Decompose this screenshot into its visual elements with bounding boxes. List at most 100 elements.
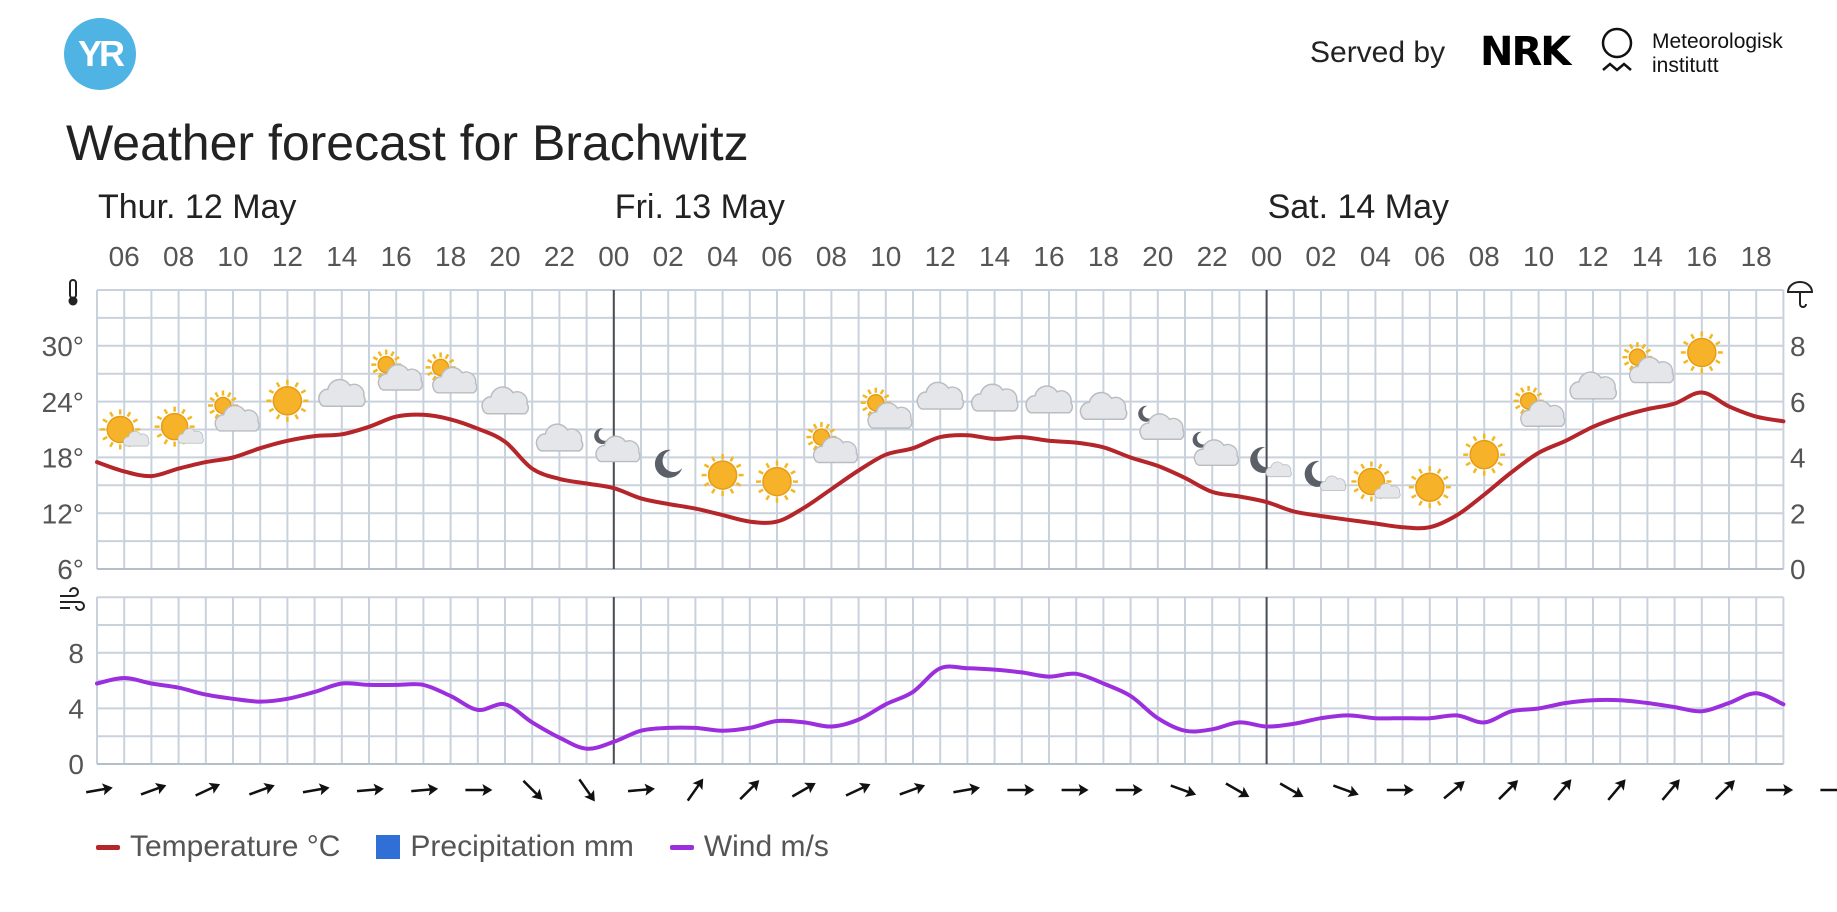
sun-ray (807, 428, 814, 434)
wind-direction-arrow (1061, 784, 1089, 796)
hour-tick-label: 04 (707, 241, 738, 272)
sun-disc (1687, 337, 1717, 368)
sun-ray (1410, 494, 1417, 499)
moon-with-small-cloud-icon (1250, 446, 1292, 478)
sun-ray (186, 415, 193, 421)
sun-ray (1436, 468, 1442, 474)
cloud-shape (535, 423, 584, 452)
legend-wind-swatch (669, 844, 694, 850)
met-institutt-logo-icon[interactable] (1600, 26, 1634, 80)
day-label: Sat. 14 May (1268, 188, 1449, 226)
sun-ray (377, 372, 383, 379)
moon-with-small-cloud-icon (1304, 460, 1347, 492)
arrow-head (1403, 784, 1414, 796)
cloud-shape (1139, 413, 1185, 440)
wind-direction-arrow (1661, 779, 1680, 801)
legend-precipitation-swatch (376, 835, 401, 859)
sun-ray (1497, 461, 1504, 467)
sun-with-small-cloud-icon (1351, 461, 1401, 502)
partly-cloudy-day-icon (208, 390, 260, 432)
arrow-head (969, 783, 980, 796)
hour-tick-label: 08 (163, 241, 194, 272)
thermometer-stem (69, 279, 77, 299)
arrow-head (1347, 785, 1359, 798)
sun-ray (1682, 340, 1689, 346)
cloud-shape (1265, 461, 1292, 478)
cloud-body (535, 423, 584, 452)
moon-crescent (1250, 446, 1276, 473)
sun-ray (1514, 404, 1521, 410)
wind-direction-arrow (1766, 784, 1794, 796)
sun-ray (1410, 475, 1417, 481)
legend-wind[interactable]: Wind m/s (669, 830, 829, 864)
nrk-logo[interactable]: NRK (1480, 29, 1571, 75)
arrow-head (1078, 784, 1089, 796)
partly-cloudy-day-icon (1513, 385, 1566, 427)
umbrella-handle (1799, 292, 1807, 308)
sun-ray (209, 409, 215, 415)
hour-tick-label: 06 (1414, 241, 1445, 272)
cloud-icon (1079, 391, 1128, 421)
cloud-shape (1079, 391, 1128, 421)
sun-ray (829, 428, 836, 434)
hour-tick-label: 20 (1142, 241, 1173, 272)
wind-direction-arrow (1279, 782, 1304, 798)
cloud-icon (318, 378, 366, 408)
temperature-tick-label: 18° (42, 443, 84, 474)
sun-ray (1532, 387, 1538, 393)
cloud-shape (970, 383, 1019, 412)
arrow-head (1132, 784, 1143, 796)
sun-ray (812, 445, 818, 451)
legend-wind-label: Wind m/s (703, 830, 829, 863)
sun-ray (1690, 333, 1695, 340)
sun-ray (432, 375, 437, 382)
cloud-shape (1025, 385, 1074, 414)
yr-logo[interactable]: YR (64, 18, 136, 90)
hour-tick-label: 18 (1088, 241, 1119, 272)
hour-tick-label: 12 (272, 241, 303, 272)
sun-ray (1465, 461, 1471, 467)
partly-cloudy-day-icon (425, 352, 478, 394)
legend-temperature[interactable]: Temperature °C (96, 830, 340, 864)
cloud-shape (177, 428, 204, 444)
header: YR Served by NRK Meteorologisk institutt (0, 0, 1837, 110)
legend-precipitation[interactable]: Precipitation mm (376, 830, 634, 864)
umbrella-canopy (1786, 281, 1814, 293)
sun-ray (1715, 340, 1721, 346)
cloud-shape (1374, 483, 1401, 499)
arrow-head (913, 782, 926, 795)
met-name-line-2: institutt (1652, 54, 1719, 77)
sun-ray (1418, 500, 1423, 506)
sun-ray (214, 391, 220, 398)
sun-ray (1353, 487, 1360, 493)
wind-direction-arrow (578, 778, 595, 802)
cloud-body (812, 436, 859, 464)
arrow-head (1291, 786, 1304, 798)
sun-ray (765, 494, 771, 501)
sun-ray (825, 423, 830, 430)
arrow-head (804, 782, 816, 794)
cloud-shape (1193, 439, 1240, 466)
precipitation-tick-label: 8 (1790, 331, 1806, 362)
cloud-body (1374, 483, 1401, 499)
sun-ray (1514, 392, 1521, 397)
sun-ray (156, 415, 163, 421)
arrow-head (1668, 779, 1680, 791)
cloud-shape (214, 404, 260, 432)
wind-tick-label: 0 (68, 749, 84, 780)
hour-tick-label: 20 (489, 241, 520, 272)
sun-ray (1715, 359, 1721, 365)
sun-ray (1690, 365, 1695, 372)
sun-ray (703, 482, 710, 487)
wind-direction-arrow (465, 784, 493, 796)
sun-ray (1520, 408, 1525, 415)
sun-ray (226, 391, 232, 398)
arrow-head (584, 789, 595, 802)
sun-ray (1472, 467, 1478, 474)
cloud-body (1320, 475, 1347, 492)
wind-tick-label: 8 (68, 638, 84, 669)
met-name-line-1: Meteorologisk (1652, 30, 1783, 53)
sun-ray (1360, 463, 1365, 470)
sun-ray (1377, 463, 1383, 470)
